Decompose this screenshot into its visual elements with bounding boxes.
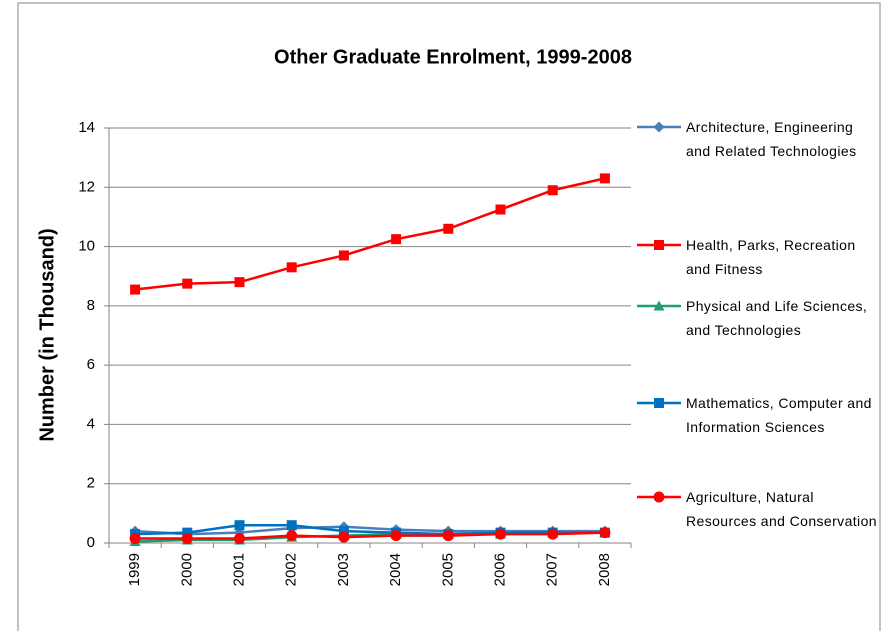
marker (129, 533, 141, 545)
x-tick-label: 2002 (283, 553, 300, 586)
x-tick-label: 2006 (491, 553, 508, 586)
marker (234, 277, 245, 288)
marker (390, 530, 402, 542)
series-line (135, 531, 605, 540)
y-tick-label: 10 (78, 238, 95, 255)
marker (234, 533, 245, 545)
y-tick-label: 4 (87, 415, 95, 432)
marker (547, 528, 559, 540)
marker (286, 262, 297, 273)
marker (654, 240, 664, 250)
legend-label: Mathematics, Computer and Information Sc… (686, 395, 872, 435)
marker (234, 520, 245, 531)
marker (182, 527, 193, 538)
x-tick-label: 2001 (230, 553, 247, 586)
marker (653, 491, 665, 503)
y-tick-label: 14 (78, 119, 95, 136)
legend-label: Health, Parks, Recreation and Fitness (686, 237, 856, 277)
y-tick-label: 0 (87, 534, 95, 551)
x-tick-label: 2005 (439, 553, 456, 586)
legend-label: Agriculture, Natural Resources and Conse… (686, 489, 877, 529)
y-tick-label: 6 (87, 356, 95, 373)
series (130, 173, 610, 295)
marker (130, 284, 141, 295)
y-tick-label: 12 (78, 178, 95, 195)
marker (338, 531, 350, 543)
marker (495, 528, 506, 540)
marker (338, 526, 349, 537)
x-tick-label: 1999 (126, 553, 143, 586)
legend-label: Physical and Life Sciences, and Technolo… (686, 298, 868, 338)
marker (338, 250, 349, 261)
x-tick-label: 2000 (178, 553, 195, 586)
marker (182, 278, 193, 289)
y-tick-label: 2 (87, 475, 95, 492)
legend-label: Architecture, Engineering and Related Te… (686, 119, 857, 159)
marker (181, 533, 193, 545)
marker (599, 527, 611, 539)
marker (286, 530, 298, 542)
chart-title: Other Graduate Enrolment, 1999-2008 (274, 46, 632, 68)
marker (286, 520, 297, 531)
series (129, 527, 611, 545)
x-tick-label: 2003 (335, 553, 352, 586)
chart-frame (17, 2, 881, 631)
marker (653, 300, 665, 311)
y-axis-label: Number (in Thousand) (36, 228, 58, 441)
marker (654, 398, 664, 408)
y-tick-label: 8 (87, 297, 95, 314)
marker (391, 234, 402, 245)
series-line (135, 525, 605, 536)
x-tick-label: 2007 (544, 553, 561, 586)
series-line (134, 177, 606, 291)
series-line (135, 523, 605, 536)
marker (442, 530, 454, 542)
marker (495, 204, 506, 215)
marker (653, 121, 665, 133)
marker (443, 223, 454, 234)
marker (599, 173, 610, 184)
x-tick-label: 2004 (387, 553, 404, 586)
marker (547, 185, 558, 196)
x-tick-label: 2008 (596, 553, 613, 586)
